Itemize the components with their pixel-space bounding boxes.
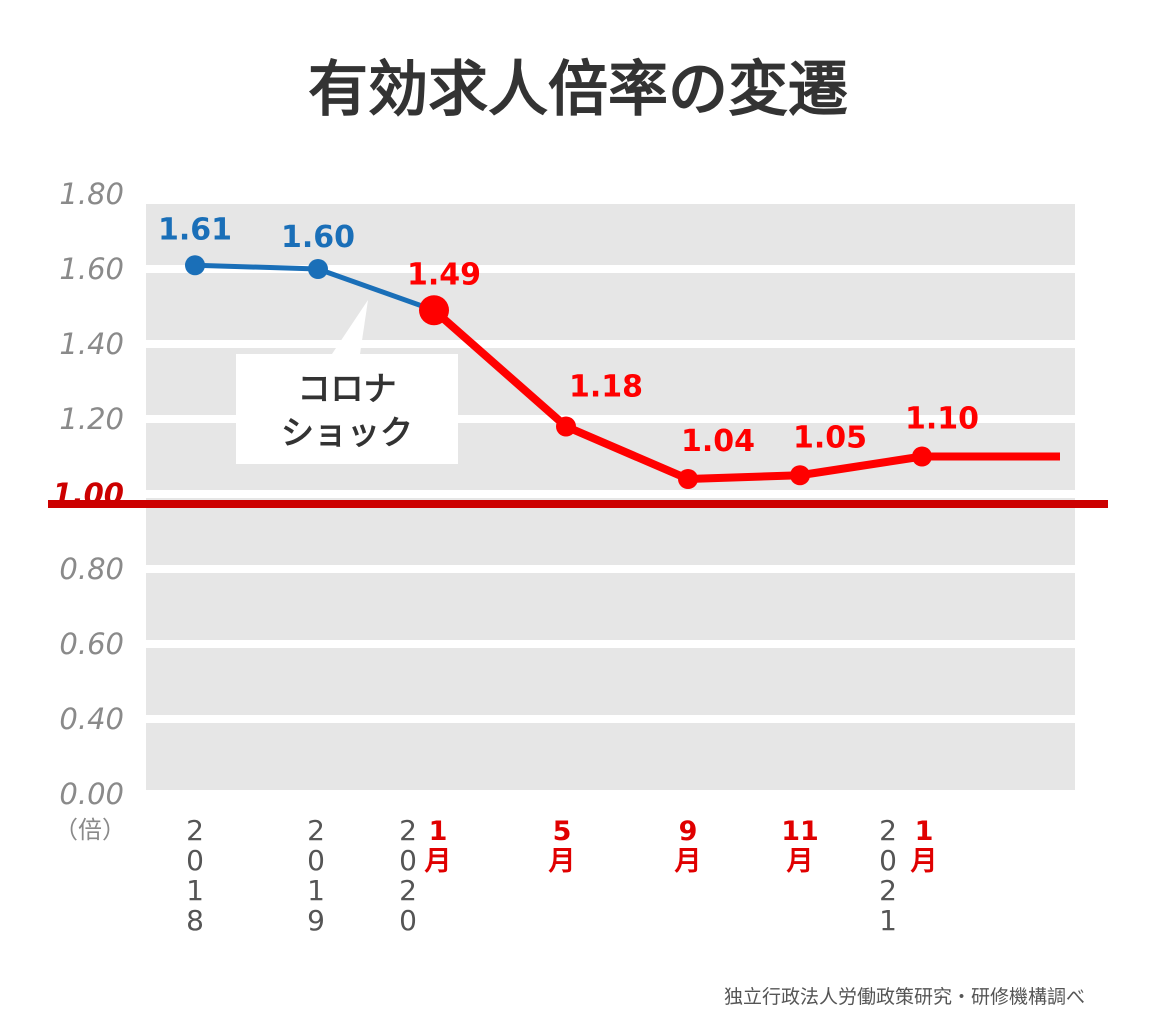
y-tick-label: 1.40: [59, 327, 124, 361]
data-label: 1.18: [569, 370, 643, 405]
x-tick-year-char: 1: [186, 874, 204, 907]
x-tick-year-char: 2: [307, 814, 325, 847]
y-tick-label: 1.80: [59, 177, 124, 211]
x-tick-month-number: 9: [679, 816, 698, 847]
x-tick-month-number: 11: [781, 816, 819, 847]
data-point: [185, 255, 205, 276]
y-tick-label: 0.60: [59, 627, 124, 661]
callout-bubble: [236, 300, 458, 464]
x-tick-year-char: 2: [879, 814, 897, 847]
x-tick-year-char: 2: [879, 874, 897, 907]
x-tick-month: 1月: [424, 816, 452, 877]
x-tick-month-number: 1: [915, 816, 934, 847]
reference-line: [48, 500, 1108, 508]
x-tick-year-char: 2: [399, 874, 417, 907]
x-tick-year-char: 1: [307, 874, 325, 907]
data-labels: 1.61 1.60 1.49 1.18 1.04 1.05 1.10: [158, 212, 979, 459]
grid-band: [146, 204, 1075, 265]
y-unit-label: （倍）: [54, 816, 126, 844]
data-label: 1.04: [681, 424, 755, 459]
x-tick-year-char: 2: [186, 814, 204, 847]
x-tick-month-unit: 月: [674, 846, 702, 877]
data-label: 1.05: [793, 420, 867, 455]
x-tick-year-char: 0: [399, 844, 417, 877]
x-tick-year-char: 0: [879, 844, 897, 877]
data-point: [678, 469, 698, 489]
x-tick-year-char: 9: [307, 904, 325, 937]
y-tick-label: 0.00: [59, 777, 124, 811]
callout: コロナ ショック: [236, 300, 458, 464]
x-tick-year-char: 1: [879, 904, 897, 937]
data-point: [790, 465, 810, 486]
grid-band: [146, 573, 1075, 640]
data-label: 1.60: [281, 220, 355, 255]
x-tick-year-char: 0: [307, 844, 325, 877]
y-tick-label: 1.60: [59, 252, 124, 286]
x-tick-month-number: 5: [553, 816, 572, 847]
callout-line2: ショック: [281, 413, 413, 452]
x-tick-month-unit: 月: [424, 846, 452, 877]
series-markers: [185, 255, 932, 489]
x-tick-month-unit: 月: [910, 846, 938, 877]
y-tick-label: 1.20: [59, 402, 124, 436]
y-tick-label: 0.80: [59, 552, 124, 586]
x-tick-month-number: 1: [429, 816, 448, 847]
x-tick-year-char: 0: [399, 904, 417, 937]
x-tick-month: 9月: [674, 816, 702, 877]
grid-band: [146, 273, 1075, 340]
x-tick-year-char: 8: [186, 904, 204, 937]
reference-line-group: [48, 500, 1108, 508]
callout-line1: コロナ: [298, 369, 397, 408]
data-point: [912, 446, 932, 467]
x-tick-month: 5月: [548, 816, 576, 877]
plot-area: [146, 204, 1075, 790]
x-tick-month-unit: 月: [786, 846, 814, 877]
chart-title: 有効求人倍率の変遷: [308, 55, 848, 125]
x-tick-month: 11月: [781, 816, 819, 877]
data-point: [419, 295, 449, 326]
x-tick-month-unit: 月: [548, 846, 576, 877]
data-point: [556, 416, 576, 437]
y-axis: 1.801.601.401.201.000.800.600.400.00: [52, 177, 124, 811]
x-tick-year-char: 0: [186, 844, 204, 877]
source-note: 独立行政法人労働政策研究・研修機構調べ: [724, 986, 1085, 1008]
grid-band: [146, 498, 1075, 565]
data-label: 1.49: [407, 257, 481, 292]
data-label: 1.10: [905, 402, 979, 437]
x-tick-month: 1月: [910, 816, 938, 877]
y-tick-label: 0.40: [59, 702, 124, 736]
x-tick-year-char: 2: [399, 814, 417, 847]
grid-band: [146, 648, 1075, 715]
data-point: [308, 259, 328, 279]
grid-band: [146, 723, 1075, 790]
series-line-after: [431, 307, 1060, 483]
data-label: 1.61: [158, 212, 232, 247]
